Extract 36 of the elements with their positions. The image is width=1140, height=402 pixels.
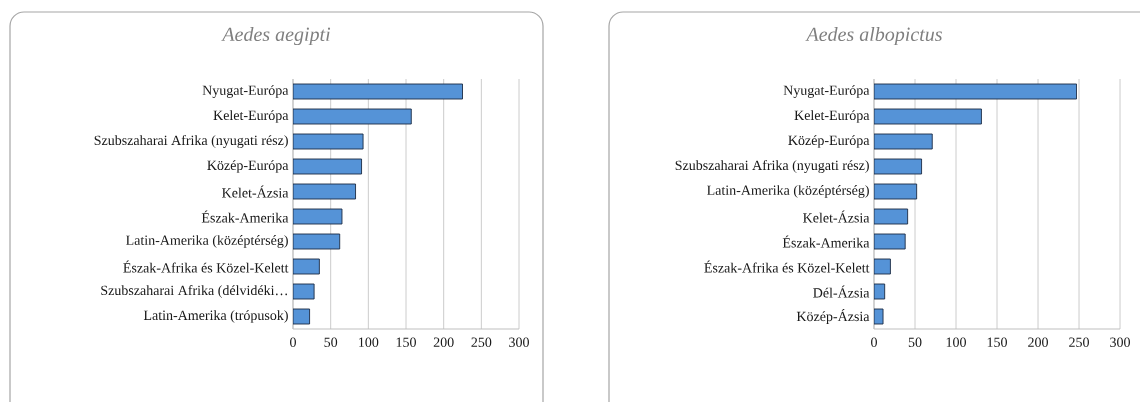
x-tick-label: 100 bbox=[946, 337, 966, 347]
y-tick-label: Latin-Amerika (középtérség) bbox=[707, 185, 869, 198]
x-tick-label: 100 bbox=[359, 337, 379, 347]
y-tick-label: Nyugat-Európa bbox=[783, 85, 870, 98]
x-tick-label: 150 bbox=[396, 337, 416, 347]
y-tick-label: Közép-Ázsia bbox=[796, 309, 870, 324]
x-tick-label: 200 bbox=[433, 337, 454, 347]
y-tick-label: Dél-Ázsia bbox=[813, 285, 870, 298]
x-tick-label: 300 bbox=[509, 337, 529, 347]
y-tick-label: Latin-Amerika (középtérség) bbox=[126, 235, 288, 248]
x-tick-label: 50 bbox=[324, 337, 338, 347]
y-tick-label: Nyugat-Európa bbox=[202, 85, 289, 98]
x-tick-label: 300 bbox=[1110, 337, 1130, 347]
x-tick-label: 150 bbox=[987, 337, 1007, 347]
chart-title: Aedes aegipti bbox=[221, 26, 331, 46]
y-tick-label: Szubszaharai Afrika (nyugati rész) bbox=[94, 135, 288, 148]
y-tick-label: Közép-Európa bbox=[207, 160, 289, 173]
y-tick-label: Észak-Afrika és Közel-Kelett bbox=[704, 260, 870, 273]
y-tick-label: Szubszaharai Afrika (nyugati rész) bbox=[675, 160, 869, 173]
x-tick-label: 250 bbox=[471, 337, 492, 347]
chart-title: Aedes albopictus bbox=[805, 26, 942, 46]
y-tick-label: Kelet-Ázsia bbox=[222, 185, 289, 198]
x-tick-label: 50 bbox=[908, 337, 922, 347]
y-tick-label: Közép-Európa bbox=[788, 135, 870, 148]
y-tick-label: Szubszaharai Afrika (délvidéki… bbox=[101, 285, 288, 298]
y-tick-label: Latin-Amerika (trópusok) bbox=[143, 310, 288, 323]
y-tick-label: Észak-Amerika bbox=[782, 235, 870, 248]
y-tick-label: Kelet-Ázsia bbox=[803, 210, 870, 223]
y-tick-label: Kelet-Európa bbox=[794, 110, 870, 123]
y-tick-label: Észak-Amerika bbox=[201, 210, 289, 223]
x-tick-label: 250 bbox=[1069, 337, 1089, 347]
y-tick-label: Kelet-Európa bbox=[213, 110, 289, 123]
x-tick-label: 0 bbox=[871, 337, 877, 347]
x-tick-label: 200 bbox=[1028, 337, 1048, 347]
y-tick-label: Észak-Afrika és Közel-Kelett bbox=[123, 260, 289, 273]
x-tick-label: 0 bbox=[290, 337, 296, 347]
